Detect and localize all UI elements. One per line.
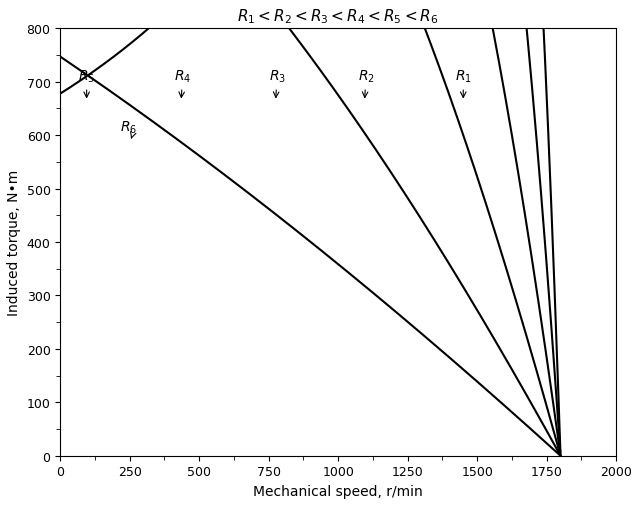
Text: $R_6$: $R_6$ bbox=[120, 120, 137, 139]
Text: $R_4$: $R_4$ bbox=[174, 69, 191, 98]
X-axis label: Mechanical speed, r/min: Mechanical speed, r/min bbox=[253, 484, 423, 498]
Text: $R_1$: $R_1$ bbox=[455, 69, 472, 98]
Text: $R_3$: $R_3$ bbox=[268, 69, 286, 98]
Y-axis label: Induced torque, N•m: Induced torque, N•m bbox=[7, 170, 21, 316]
Text: $R_5$: $R_5$ bbox=[78, 69, 95, 98]
Text: $R_2$: $R_2$ bbox=[358, 69, 374, 98]
Title: $R_1 < R_2 < R_3 < R_4 < R_5 < R_6$: $R_1 < R_2 < R_3 < R_4 < R_5 < R_6$ bbox=[238, 7, 439, 26]
